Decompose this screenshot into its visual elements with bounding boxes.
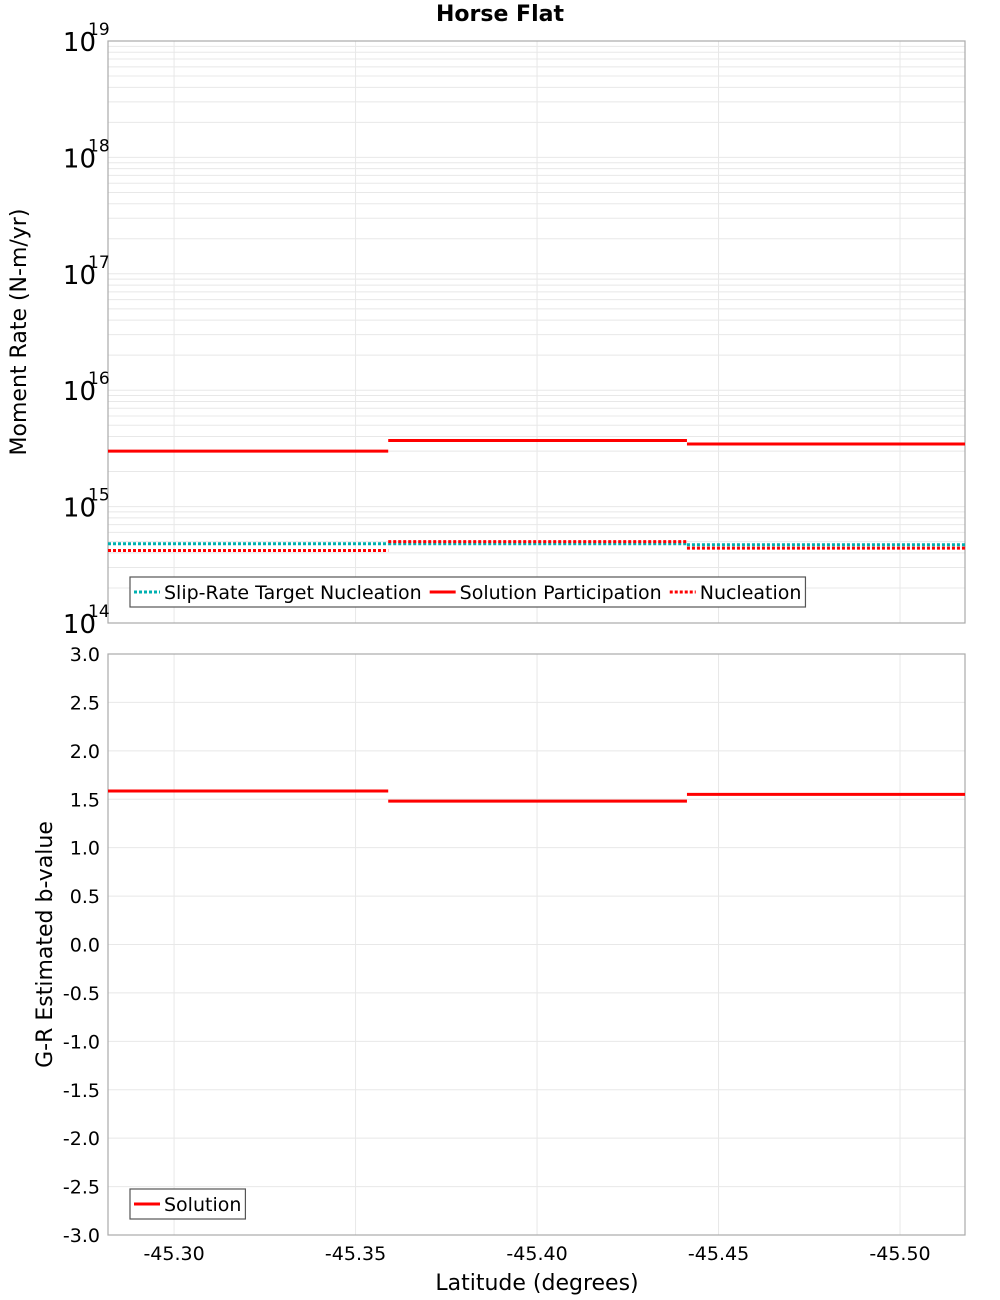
svg-text:1.0: 1.0 [70, 838, 100, 860]
x-axis-label: Latitude (degrees) [435, 1271, 638, 1296]
plot-frame [107, 40, 966, 624]
svg-text:-45.45: -45.45 [688, 1243, 749, 1265]
svg-text:14: 14 [88, 602, 110, 622]
legend-entry: Slip-Rate Target Nucleation [164, 582, 422, 604]
legend: Slip-Rate Target Nucleation Solution Part… [129, 576, 807, 608]
svg-text:10: 10 [63, 28, 96, 58]
svg-text:2.0: 2.0 [70, 741, 100, 763]
svg-text:-2.0: -2.0 [63, 1128, 100, 1150]
svg-text:-45.40: -45.40 [506, 1243, 567, 1265]
svg-text:10: 10 [63, 144, 96, 174]
svg-text:19: 19 [88, 20, 110, 40]
svg-text:17: 17 [88, 253, 110, 273]
legend-entry: Solution Participation [460, 582, 662, 604]
svg-text:-2.5: -2.5 [63, 1177, 100, 1199]
svg-text:1.5: 1.5 [70, 789, 100, 811]
svg-text:10: 10 [63, 494, 96, 524]
svg-text:16: 16 [88, 369, 110, 389]
y-axis-label: Moment Rate (N-m/yr) [7, 209, 32, 456]
legend: Solution [129, 1188, 247, 1220]
x-axis: -45.30 -45.35 -45.40 -45.45 -45.50 Latitude (… [143, 1243, 930, 1296]
svg-text:18: 18 [88, 136, 110, 156]
plot-frame [107, 653, 966, 1236]
svg-text:10: 10 [63, 610, 96, 640]
y-axis-ticks: 3.0 2.5 2.0 1.5 1.0 0.5 0.0 -0.5 -1.0 -1.5 -2.0 -2.… [63, 644, 100, 1247]
b-value-plot: 3.0 2.5 2.0 1.5 1.0 0.5 0.0 -0.5 -1.0 -1.5 -2.0 -2.… [33, 644, 966, 1247]
y-axis-label: G-R Estimated b-value [33, 821, 58, 1068]
series-nucleation [108, 540, 965, 552]
grid-lines [108, 653, 965, 1236]
svg-text:10: 10 [63, 261, 96, 291]
grid-lines [108, 41, 965, 624]
series-slip-rate-target-nucleation [108, 542, 965, 547]
svg-text:-45.30: -45.30 [143, 1243, 204, 1265]
svg-text:3.0: 3.0 [70, 644, 100, 666]
svg-text:-0.5: -0.5 [63, 983, 100, 1005]
svg-text:10: 10 [63, 377, 96, 407]
svg-text:-1.5: -1.5 [63, 1080, 100, 1102]
svg-text:-1.0: -1.0 [63, 1031, 100, 1053]
svg-text:-3.0: -3.0 [63, 1225, 100, 1247]
series-solution [108, 789, 965, 803]
svg-text:2.5: 2.5 [70, 692, 100, 714]
svg-text:-45.50: -45.50 [869, 1243, 930, 1265]
svg-text:0.0: 0.0 [70, 935, 100, 957]
legend-entry: Nucleation [700, 582, 802, 604]
svg-text:0.5: 0.5 [70, 886, 100, 908]
legend-entry: Solution [164, 1194, 241, 1216]
chart-title: Horse Flat [436, 2, 564, 27]
svg-text:-45.35: -45.35 [325, 1243, 386, 1265]
series-solution-participation [108, 438, 965, 453]
svg-text:15: 15 [88, 486, 110, 506]
